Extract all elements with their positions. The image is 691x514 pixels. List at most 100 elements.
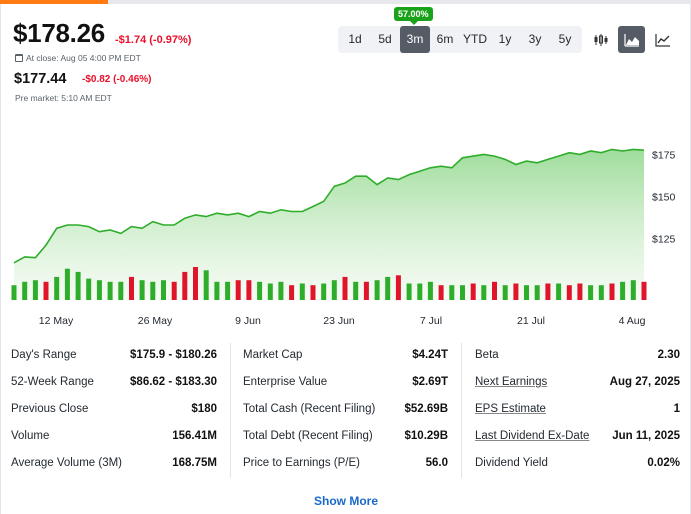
stat-label: Previous Close [11, 403, 89, 415]
volume-bar [545, 283, 551, 300]
stats-column-1: Day's Range $175.9 - $180.26 52-Week Range… [11, 341, 217, 478]
line-chart-button[interactable] [649, 26, 676, 53]
volume-bar [630, 280, 636, 300]
stat-value: $2.69T [412, 376, 448, 388]
mountain-chart-button[interactable] [618, 26, 645, 53]
price-line [13, 148, 645, 264]
close-time-label: At close: Aug 05 4:00 PM EDT [26, 53, 141, 63]
range-3m[interactable]: 3m [400, 26, 430, 53]
stat-label: Enterprise Value [243, 376, 328, 388]
volume-bar [203, 270, 209, 300]
range-5y[interactable]: 5y [558, 32, 572, 46]
volume-bar [438, 285, 444, 300]
volume-bar [577, 283, 583, 300]
price-area [14, 149, 644, 300]
stat-value: 0.02% [647, 457, 680, 469]
x-axis-tick: 4 Aug [619, 315, 646, 327]
volume-bar [427, 281, 433, 300]
stats-column-2: Market Cap $4.24T Enterprise Value $2.69T To… [243, 341, 448, 478]
calendar-icon [15, 54, 23, 62]
volume-bar [353, 281, 359, 300]
volume-bar [96, 280, 102, 300]
stat-value: $86.62 - $183.30 [130, 376, 217, 388]
volume-bar [278, 281, 284, 300]
volume-bar [524, 285, 529, 300]
range-6m[interactable]: 6m [436, 32, 454, 46]
y-axis-tick: $125 [652, 233, 676, 245]
x-axis-tick: 7 Jul [420, 315, 442, 327]
top-accent-bar [0, 0, 108, 4]
stat-label-link[interactable]: Next Earnings [475, 376, 548, 388]
volume-bar [214, 281, 220, 300]
volume-bar [118, 281, 124, 300]
stats-column-3: Beta 2.30 Next Earnings Aug 27, 2025 EPS Est… [475, 341, 680, 478]
range-selector: 1d 5d 3m 6m YTD 1y 3y 5y [338, 26, 582, 53]
stat-label: Dividend Yield [475, 457, 548, 469]
volume-bar [107, 281, 113, 300]
range-1d[interactable]: 1d [348, 32, 362, 46]
stat-value: 168.75M [172, 457, 217, 469]
premarket-change: -$0.82 (-0.46%) [82, 74, 152, 85]
stat-label: Market Cap [243, 349, 303, 361]
volume-bar [246, 280, 252, 300]
y-axis-tick: $150 [652, 191, 676, 203]
candlestick-chart-button[interactable] [587, 26, 614, 53]
stat-value: $10.29B [404, 430, 448, 442]
volume-bar [161, 280, 166, 300]
stat-label-link[interactable]: EPS Estimate [475, 403, 546, 415]
top-progress-line [0, 0, 691, 4]
volume-bar [395, 275, 401, 301]
stat-label: 52-Week Range [11, 376, 94, 388]
price-chart[interactable]: $175 $150 $125 12 May 26 May 9 Jun 23 Jun 7 Ju… [0, 110, 691, 335]
volume-bar [342, 276, 348, 300]
volume-bar [75, 271, 81, 300]
stat-row: Previous Close $180 [11, 395, 217, 422]
volume-bar [310, 285, 316, 300]
range-3y[interactable]: 3y [528, 32, 542, 46]
volume-bar [32, 280, 38, 300]
premarket-price: $177.44 [14, 71, 67, 87]
show-more-button[interactable]: Show More [314, 494, 379, 508]
volume-bar [502, 285, 508, 300]
range-ytd[interactable]: YTD [463, 32, 487, 46]
y-axis-tick: $175 [652, 149, 676, 161]
stat-row: Market Cap $4.24T [243, 341, 448, 368]
stat-label-link[interactable]: Last Dividend Ex-Date [475, 430, 590, 442]
stat-row: 52-Week Range $86.62 - $183.30 [11, 368, 217, 395]
x-axis-tick: 9 Jun [235, 315, 261, 327]
range-1y[interactable]: 1y [498, 32, 512, 46]
range-5d[interactable]: 5d [378, 32, 392, 46]
stat-row: Beta 2.30 [475, 341, 680, 368]
volume-bar [267, 283, 273, 300]
volume-bar [11, 285, 17, 300]
stat-value: $175.9 - $180.26 [130, 349, 217, 361]
x-axis-tick: 23 Jun [323, 315, 355, 327]
stat-value: $52.69B [404, 403, 448, 415]
volume-bar [492, 281, 497, 300]
volume-bar [566, 285, 572, 300]
volume-bar [64, 268, 70, 300]
stat-row: Day's Range $175.9 - $180.26 [11, 341, 217, 368]
volume-bar [363, 281, 369, 300]
volume-bar [225, 281, 231, 300]
volume-bar [150, 281, 156, 300]
volume-bar [43, 281, 49, 300]
volume-bar [406, 283, 412, 300]
stat-value: 2.30 [657, 349, 680, 361]
candlestick-icon [594, 33, 607, 46]
volume-bar [86, 278, 92, 300]
volume-bar [556, 283, 562, 300]
volume-bar [54, 276, 60, 300]
volume-bar [385, 276, 391, 300]
line-chart-icon [654, 33, 670, 47]
stat-value: 56.0 [425, 457, 448, 469]
stat-label: Total Debt (Recent Filing) [243, 430, 373, 442]
column-divider [461, 343, 462, 478]
stat-label: Total Cash (Recent Filing) [243, 403, 376, 415]
volume-bar [129, 276, 134, 300]
stat-row: Total Cash (Recent Filing) $52.69B [243, 395, 448, 422]
volume-bar [588, 285, 594, 300]
stat-value: $4.24T [412, 349, 448, 361]
volume-bar [139, 280, 145, 300]
volume-bar [470, 283, 476, 300]
